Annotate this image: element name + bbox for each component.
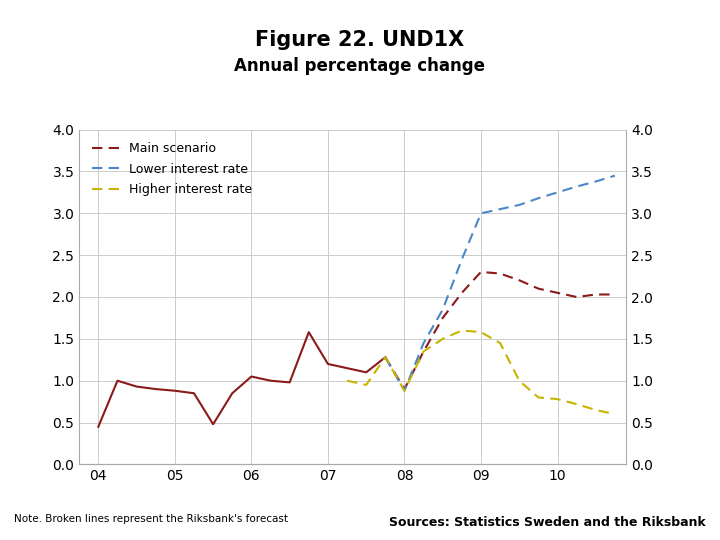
Legend: Main scenario, Lower interest rate, Higher interest rate: Main scenario, Lower interest rate, High…	[86, 136, 258, 202]
Text: Note. Broken lines represent the Riksbank's forecast: Note. Broken lines represent the Riksban…	[14, 515, 289, 524]
Text: Sources: Statistics Sweden and the Riksbank: Sources: Statistics Sweden and the Riksb…	[389, 516, 706, 529]
Text: Annual percentage change: Annual percentage change	[235, 57, 485, 75]
Text: Figure 22. UND1X: Figure 22. UND1X	[256, 30, 464, 50]
Text: SVERIGES
RIKSBANK: SVERIGES RIKSBANK	[639, 71, 683, 90]
